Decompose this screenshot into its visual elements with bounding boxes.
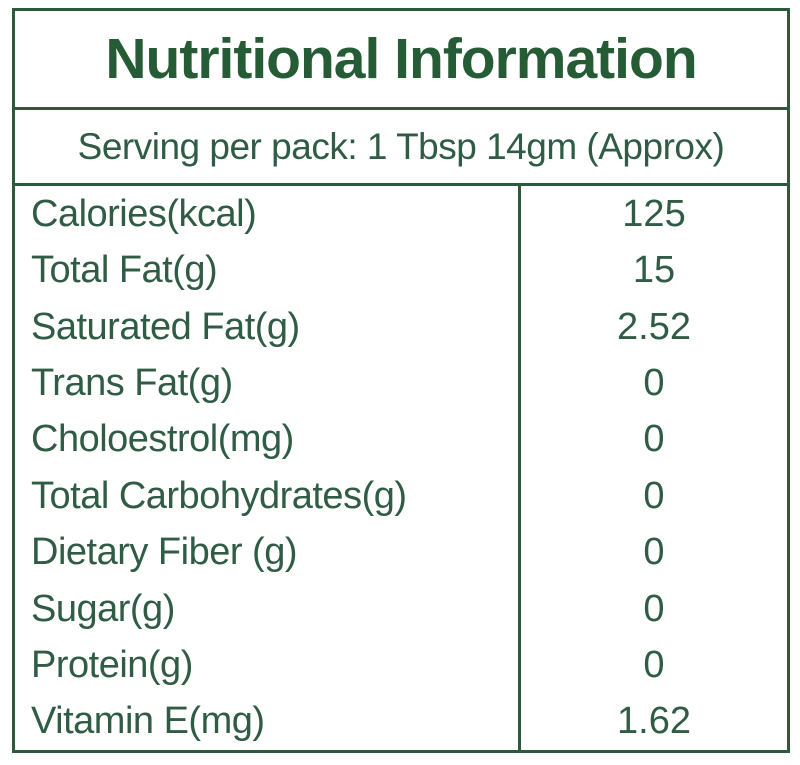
page-title: Nutritional Information [105,27,697,91]
table-row: Choloestrol(mg) 0 [15,411,787,469]
table-row: Trans Fat(g) 0 [15,355,787,412]
nutrition-label: Nutritional Information Serving per pack… [12,8,790,753]
table-row: Calories(kcal) 125 [15,186,787,243]
nutrient-value: 0 [643,361,665,404]
nutrient-name: Vitamin E(mg) [15,693,521,751]
serving-section: Serving per pack: 1 Tbsp 14gm (Approx) [15,110,787,186]
table-row: Dietary Fiber (g) 0 [15,524,787,581]
nutrient-name: Total Fat(g) [15,242,521,299]
nutrient-name: Choloestrol(mg) [15,411,521,469]
nutrient-value: 1.62 [617,700,691,743]
nutrient-value: 15 [632,249,676,292]
nutrient-value: 0 [643,474,665,517]
nutrient-name: Calories(kcal) [15,186,521,243]
table-row: Total Fat(g) 15 [15,242,787,299]
table-row: Protein(g) 0 [15,637,787,694]
nutrient-value: 0 [643,531,665,574]
title-section: Nutritional Information [15,11,787,110]
nutrient-value: 2.52 [617,305,691,348]
serving-per-pack-text: Serving per pack: 1 Tbsp 14gm (Approx) [77,125,725,167]
table-row: Saturated Fat(g) 2.52 [15,298,787,356]
nutrient-value: 0 [643,643,665,686]
nutrient-name: Trans Fat(g) [15,355,521,412]
nutrient-name: Protein(g) [15,637,521,694]
nutrient-value: 0 [643,418,665,461]
nutrient-name: Saturated Fat(g) [15,298,521,356]
table-row: Total Carbohydrates(g) 0 [15,468,787,525]
nutrition-table: Calories(kcal) 125 Total Fat(g) 15 Satur… [15,186,787,751]
nutrient-name: Sugar(g) [15,580,521,638]
nutrient-value: 125 [622,192,686,235]
nutrient-name: Dietary Fiber (g) [15,524,521,581]
nutrient-name: Total Carbohydrates(g) [15,468,521,525]
table-row: Vitamin E(mg) 1.62 [15,693,787,751]
nutrient-value: 0 [643,587,665,630]
table-row: Sugar(g) 0 [15,580,787,638]
